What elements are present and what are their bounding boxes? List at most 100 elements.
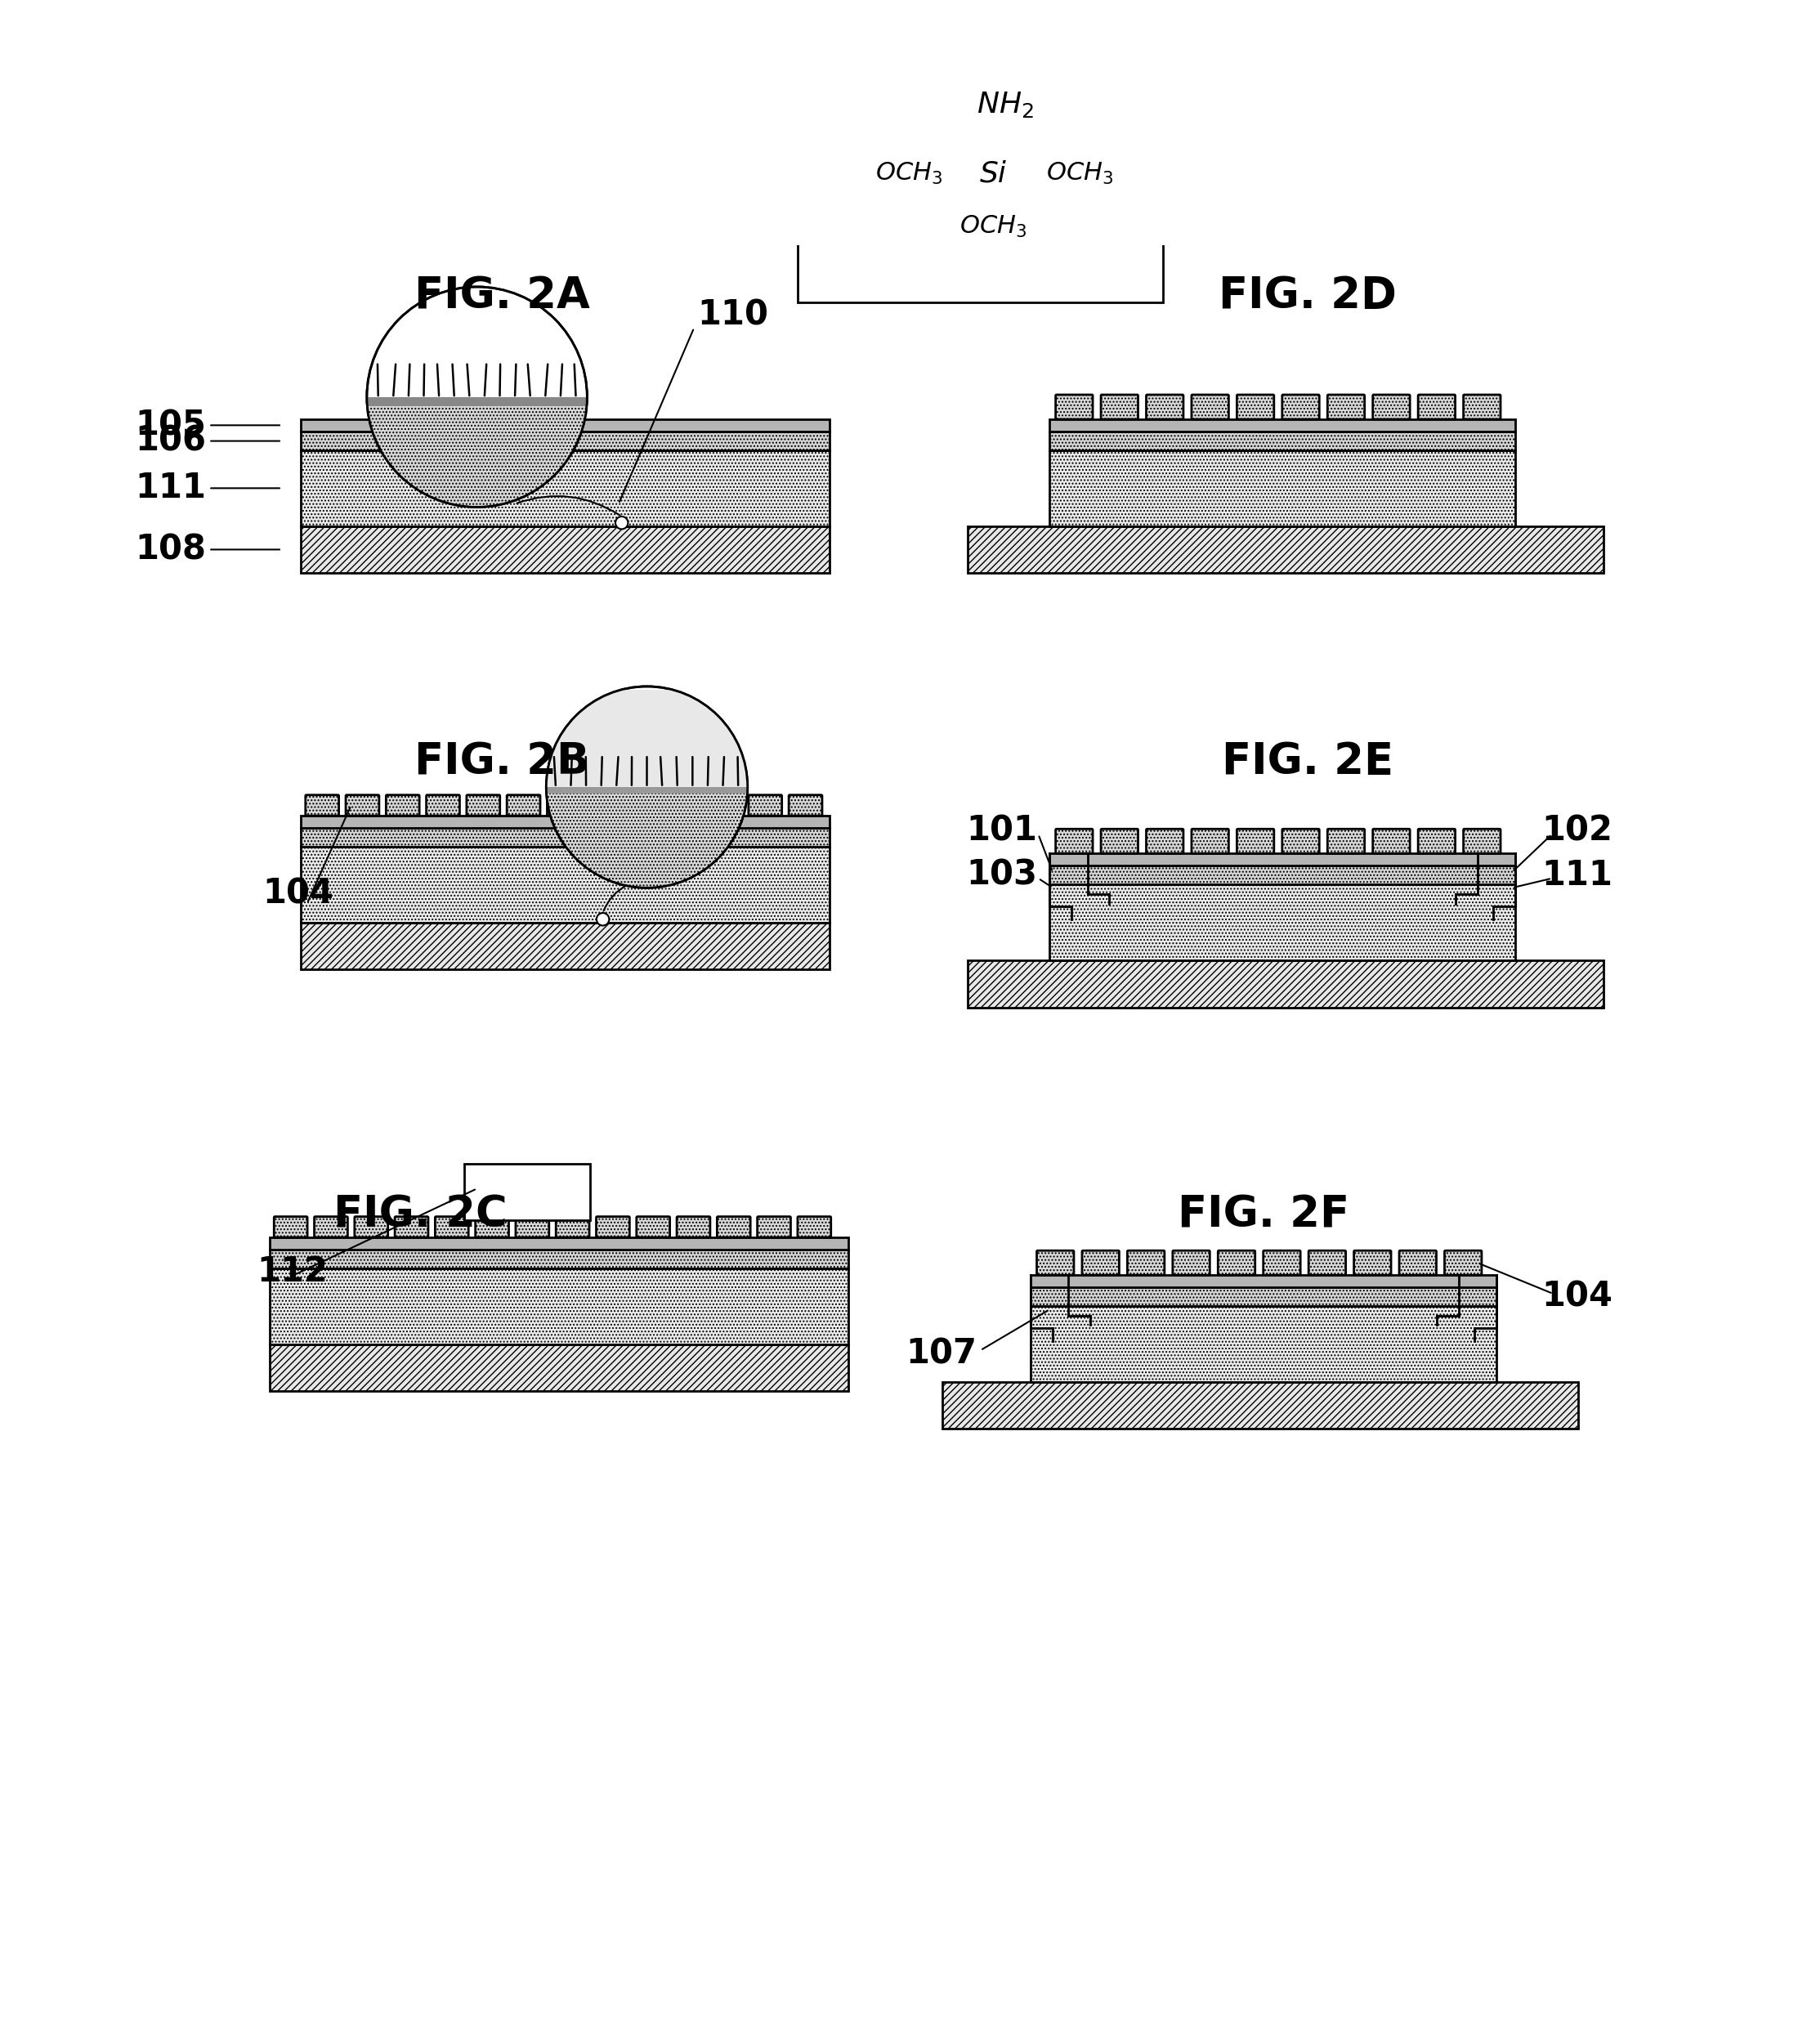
Bar bbox=[1050, 867, 1515, 885]
FancyBboxPatch shape bbox=[1055, 394, 1093, 419]
FancyBboxPatch shape bbox=[394, 1216, 429, 1237]
Bar bbox=[547, 787, 748, 793]
FancyBboxPatch shape bbox=[1282, 830, 1318, 854]
Text: NH$_2$: NH$_2$ bbox=[977, 90, 1035, 119]
Text: 108: 108 bbox=[134, 531, 280, 566]
FancyBboxPatch shape bbox=[1327, 830, 1364, 854]
FancyBboxPatch shape bbox=[1237, 830, 1275, 854]
FancyBboxPatch shape bbox=[427, 795, 459, 816]
Text: 104: 104 bbox=[1542, 1280, 1613, 1314]
FancyBboxPatch shape bbox=[1264, 1251, 1300, 1275]
Circle shape bbox=[596, 914, 608, 926]
Circle shape bbox=[547, 687, 748, 887]
FancyBboxPatch shape bbox=[1146, 394, 1184, 419]
Bar bbox=[301, 922, 830, 969]
Bar bbox=[1050, 885, 1515, 961]
FancyBboxPatch shape bbox=[677, 1216, 710, 1237]
FancyBboxPatch shape bbox=[636, 1216, 670, 1237]
Text: OCH$_3$: OCH$_3$ bbox=[875, 161, 943, 186]
Bar bbox=[269, 1237, 848, 1249]
FancyBboxPatch shape bbox=[556, 1216, 590, 1237]
FancyBboxPatch shape bbox=[314, 1216, 347, 1237]
FancyBboxPatch shape bbox=[1309, 1251, 1346, 1275]
Text: 111: 111 bbox=[134, 470, 280, 505]
Text: FIG. 2B: FIG. 2B bbox=[414, 740, 590, 783]
Bar bbox=[367, 397, 587, 407]
FancyBboxPatch shape bbox=[516, 1216, 548, 1237]
Bar bbox=[1031, 1288, 1496, 1306]
FancyBboxPatch shape bbox=[628, 795, 661, 816]
FancyBboxPatch shape bbox=[1082, 1251, 1119, 1275]
FancyBboxPatch shape bbox=[708, 795, 741, 816]
FancyBboxPatch shape bbox=[507, 795, 539, 816]
FancyBboxPatch shape bbox=[467, 795, 499, 816]
FancyBboxPatch shape bbox=[1398, 1251, 1436, 1275]
Circle shape bbox=[367, 286, 587, 507]
FancyBboxPatch shape bbox=[1100, 830, 1139, 854]
Text: Si: Si bbox=[979, 159, 1006, 188]
FancyBboxPatch shape bbox=[1282, 394, 1318, 419]
Bar bbox=[465, 1163, 590, 1220]
Bar bbox=[301, 450, 830, 525]
FancyBboxPatch shape bbox=[668, 795, 701, 816]
FancyBboxPatch shape bbox=[547, 795, 581, 816]
Bar bbox=[301, 419, 830, 431]
Bar bbox=[301, 431, 830, 450]
FancyBboxPatch shape bbox=[305, 795, 340, 816]
Bar bbox=[1031, 1306, 1496, 1382]
FancyBboxPatch shape bbox=[757, 1216, 790, 1237]
FancyBboxPatch shape bbox=[476, 1216, 508, 1237]
FancyBboxPatch shape bbox=[1464, 394, 1500, 419]
FancyBboxPatch shape bbox=[1444, 1251, 1482, 1275]
Bar bbox=[943, 1382, 1578, 1429]
FancyBboxPatch shape bbox=[587, 795, 621, 816]
Text: 107: 107 bbox=[906, 1337, 977, 1372]
FancyBboxPatch shape bbox=[1418, 830, 1455, 854]
FancyBboxPatch shape bbox=[1100, 394, 1139, 419]
FancyBboxPatch shape bbox=[596, 1216, 630, 1237]
Bar bbox=[968, 961, 1604, 1008]
FancyBboxPatch shape bbox=[748, 795, 783, 816]
Text: 106: 106 bbox=[134, 423, 280, 458]
Text: FIG. 2E: FIG. 2E bbox=[1222, 740, 1393, 783]
Text: FIG. 2C: FIG. 2C bbox=[334, 1194, 507, 1237]
FancyBboxPatch shape bbox=[1237, 394, 1275, 419]
Bar bbox=[301, 828, 830, 846]
Bar bbox=[547, 689, 748, 791]
FancyBboxPatch shape bbox=[1355, 1251, 1391, 1275]
Text: 102: 102 bbox=[1542, 814, 1613, 848]
Bar bbox=[269, 1345, 848, 1392]
Bar bbox=[968, 525, 1604, 572]
FancyBboxPatch shape bbox=[1146, 830, 1184, 854]
FancyBboxPatch shape bbox=[354, 1216, 389, 1237]
FancyBboxPatch shape bbox=[717, 1216, 750, 1237]
Bar bbox=[269, 1249, 848, 1269]
Text: 105: 105 bbox=[136, 409, 280, 442]
Bar bbox=[1050, 419, 1515, 431]
FancyBboxPatch shape bbox=[387, 795, 419, 816]
Wedge shape bbox=[547, 787, 748, 887]
Text: 110: 110 bbox=[697, 298, 768, 333]
Text: 112: 112 bbox=[256, 1255, 327, 1290]
FancyBboxPatch shape bbox=[1418, 394, 1455, 419]
Bar bbox=[1031, 1275, 1496, 1288]
FancyBboxPatch shape bbox=[797, 1216, 832, 1237]
Wedge shape bbox=[367, 397, 587, 507]
Text: FIG. 2A: FIG. 2A bbox=[414, 276, 590, 317]
FancyBboxPatch shape bbox=[1464, 830, 1500, 854]
FancyBboxPatch shape bbox=[1037, 1251, 1073, 1275]
Text: FIG. 2F: FIG. 2F bbox=[1179, 1194, 1349, 1237]
Bar bbox=[1050, 450, 1515, 525]
FancyBboxPatch shape bbox=[1128, 1251, 1164, 1275]
Circle shape bbox=[616, 517, 628, 529]
Text: 111: 111 bbox=[1542, 858, 1613, 893]
FancyBboxPatch shape bbox=[274, 1216, 307, 1237]
Text: 103: 103 bbox=[966, 858, 1037, 893]
Bar bbox=[301, 816, 830, 828]
FancyBboxPatch shape bbox=[436, 1216, 469, 1237]
Text: 101: 101 bbox=[966, 814, 1037, 848]
Bar bbox=[1050, 852, 1515, 867]
FancyBboxPatch shape bbox=[788, 795, 823, 816]
Text: 104: 104 bbox=[263, 877, 334, 912]
Text: FIG. 2D: FIG. 2D bbox=[1219, 276, 1397, 317]
